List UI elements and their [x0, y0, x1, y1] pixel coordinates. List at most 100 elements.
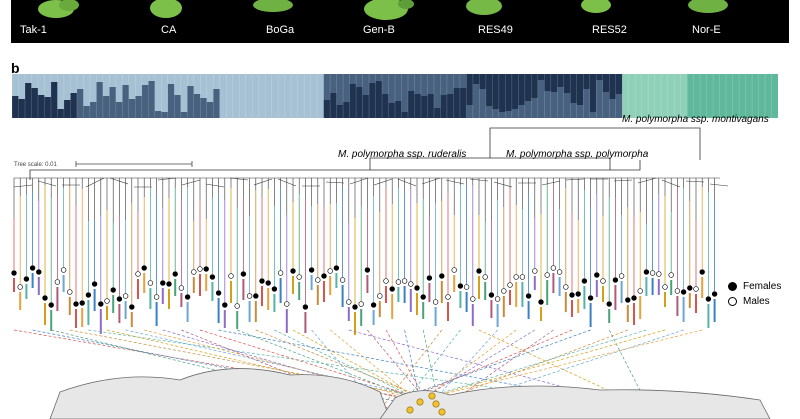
- female-marker-icon: [728, 282, 737, 291]
- male-marker-icon: [358, 301, 364, 307]
- male-marker-icon: [432, 299, 439, 305]
- accession-label-mark: [186, 302, 189, 322]
- female-marker-icon: [166, 281, 172, 287]
- accession-label-mark: [292, 276, 294, 294]
- admix-segment: [206, 102, 214, 118]
- clade-label-ruderalis: M. polymorpha ssp. ruderalis: [338, 149, 467, 160]
- admix-segment: [453, 88, 461, 118]
- admix-segment: [596, 74, 604, 80]
- thallus-res49-icon: [466, 0, 502, 15]
- admix-segment: [193, 94, 201, 118]
- male-marker-icon: [122, 293, 129, 299]
- admix-segment: [700, 104, 707, 118]
- accession-label-mark: [440, 281, 443, 303]
- female-marker-icon: [11, 270, 17, 276]
- accession-label-mark: [19, 292, 22, 310]
- male-marker-icon: [153, 294, 160, 300]
- admix-segment: [382, 94, 389, 118]
- admix-segment: [395, 101, 402, 118]
- female-marker-icon: [48, 302, 54, 308]
- admix-segment: [362, 95, 370, 118]
- accession-label-mark: [56, 287, 59, 311]
- admix-segment: [524, 101, 532, 118]
- tree-branch: [445, 179, 465, 185]
- accession-label-mark: [211, 282, 214, 301]
- tree-branch: [157, 177, 177, 181]
- thallus-ca-icon: [150, 0, 182, 18]
- accession-label-mark: [261, 286, 263, 306]
- accession-label-mark: [651, 278, 654, 295]
- admix-segment: [50, 74, 58, 82]
- female-marker-icon: [333, 265, 340, 271]
- admix-segment: [635, 95, 642, 118]
- admix-segment: [583, 74, 591, 89]
- male-marker-icon: [470, 296, 476, 302]
- admix-segment: [232, 95, 240, 118]
- admix-segment: [141, 74, 149, 85]
- map-connector: [69, 329, 411, 396]
- admix-segment: [680, 74, 688, 88]
- male-marker-icon: [674, 288, 681, 294]
- male-marker-icon: [482, 274, 488, 280]
- admix-segment: [278, 74, 285, 91]
- admix-segment: [661, 74, 668, 84]
- accession-label-mark: [614, 285, 617, 310]
- accession-label-mark: [112, 295, 115, 313]
- female-marker-icon: [389, 286, 395, 292]
- accession-label-mark: [695, 294, 697, 313]
- admix-segment: [213, 89, 221, 118]
- admix-segment: [485, 106, 493, 118]
- admix-segment: [12, 96, 19, 118]
- admix-segment: [96, 82, 104, 118]
- admix-segment: [135, 96, 143, 118]
- plant-thallus-icons: [38, 0, 728, 20]
- admix-segment: [505, 111, 513, 118]
- admix-segment: [459, 88, 467, 118]
- admix-segment: [706, 103, 714, 118]
- admix-segment: [576, 74, 584, 105]
- accession-label-mark: [558, 277, 561, 296]
- accession-label-mark: [31, 273, 34, 288]
- admix-segment: [511, 109, 519, 118]
- male-marker-icon: [17, 284, 23, 290]
- map-connector: [255, 329, 426, 399]
- admix-segment: [200, 74, 208, 98]
- accession-label-mark: [391, 294, 394, 319]
- admix-segment: [349, 84, 357, 118]
- female-marker-icon: [302, 304, 309, 310]
- admix-segment: [122, 74, 130, 85]
- admix-segment: [70, 74, 78, 93]
- accession-label-mark: [310, 275, 313, 290]
- accession-label-mark: [533, 276, 536, 290]
- map-connector: [292, 329, 441, 411]
- admix-segment: [89, 102, 97, 118]
- accession-label-mark: [180, 293, 183, 307]
- admix-segment: [12, 74, 19, 96]
- female-marker-icon: [625, 297, 631, 303]
- female-marker-icon: [488, 292, 495, 298]
- admix-segment: [693, 74, 701, 85]
- accession-label-mark: [366, 275, 369, 293]
- accession-label-mark: [323, 281, 325, 302]
- male-marker-icon: [401, 278, 408, 284]
- admix-segment: [297, 74, 305, 88]
- admix-segment: [583, 89, 591, 118]
- admix-segment: [518, 74, 526, 105]
- admix-segment: [492, 74, 500, 109]
- accession-label-mark: [106, 306, 108, 320]
- admix-segment: [505, 74, 513, 111]
- admix-segment: [557, 74, 565, 87]
- admix-segment: [414, 74, 422, 94]
- female-marker-icon: [476, 268, 482, 274]
- female-marker-icon: [253, 293, 259, 299]
- accession-label-mark: [217, 298, 220, 323]
- accession-label-mark: [608, 309, 611, 323]
- accession-label-mark: [155, 302, 158, 326]
- male-marker-icon: [228, 273, 234, 279]
- admix-segment: [550, 92, 558, 118]
- accession-label-mark: [316, 285, 319, 305]
- accession-label-mark: [385, 286, 387, 303]
- tree-branch: [349, 177, 369, 185]
- map-connector: [409, 329, 461, 396]
